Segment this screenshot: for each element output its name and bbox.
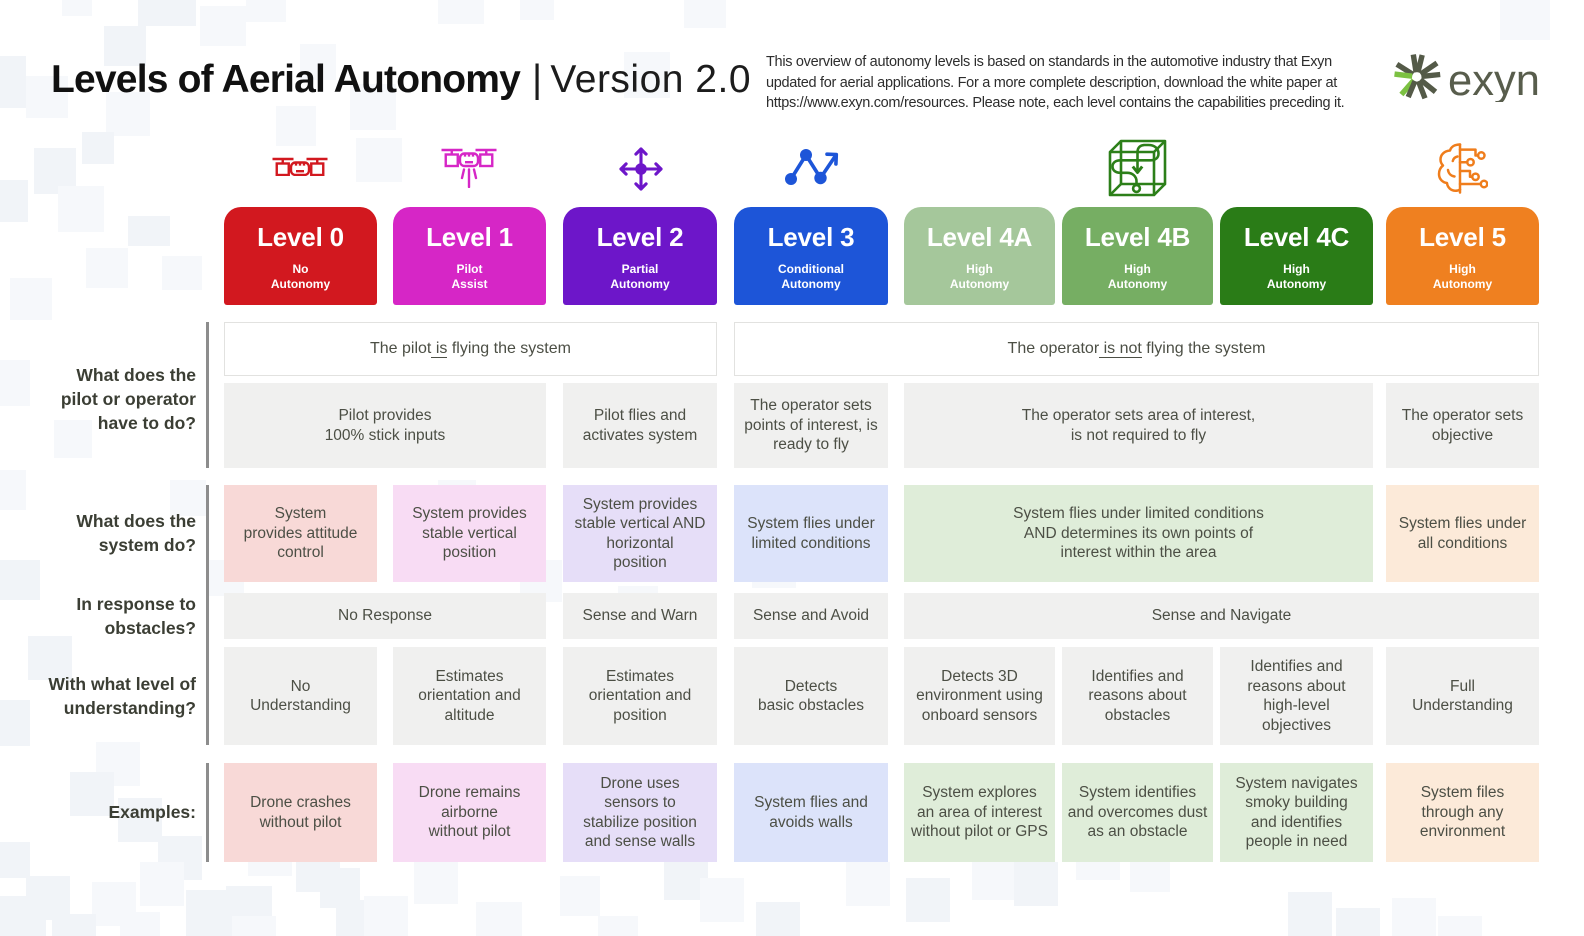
svg-text:exyn: exyn [1448, 57, 1540, 102]
